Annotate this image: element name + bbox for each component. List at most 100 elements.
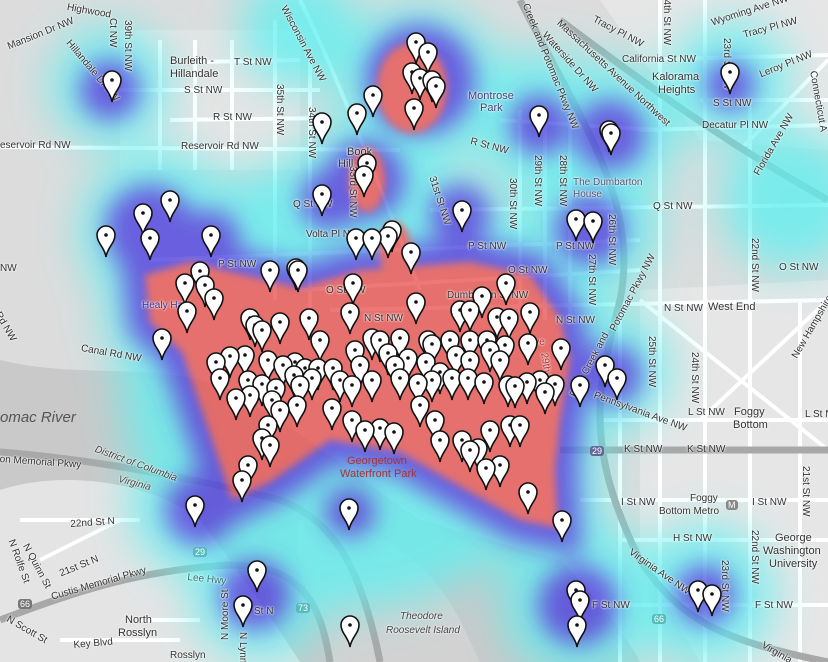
map-marker[interactable]	[341, 374, 363, 408]
map-marker[interactable]	[551, 509, 573, 543]
map-marker[interactable]	[403, 97, 425, 131]
street-label: 24th St NW	[661, 0, 672, 46]
map-pin-icon	[310, 330, 330, 363]
map-marker[interactable]	[203, 287, 225, 321]
map-marker[interactable]	[174, 272, 196, 306]
map-marker[interactable]	[95, 224, 117, 258]
map-marker[interactable]	[509, 414, 531, 448]
map-marker[interactable]	[701, 583, 723, 617]
neighborhood-label: Foggy	[734, 406, 765, 418]
heat-zone-low	[240, 0, 360, 90]
map-marker[interactable]	[528, 104, 550, 138]
map-marker[interactable]	[475, 457, 497, 491]
map-marker[interactable]	[504, 375, 526, 409]
map-marker[interactable]	[159, 189, 181, 223]
map-marker[interactable]	[479, 419, 501, 453]
map-pin-icon	[226, 388, 246, 421]
map-marker[interactable]	[354, 419, 376, 453]
map-marker[interactable]	[582, 210, 604, 244]
map-marker[interactable]	[139, 227, 161, 261]
map-marker[interactable]	[342, 272, 364, 306]
map-marker[interactable]	[534, 381, 556, 415]
map-pin-icon	[480, 420, 500, 453]
map-marker[interactable]	[101, 69, 123, 103]
map-marker[interactable]	[409, 394, 431, 428]
map-marker[interactable]	[321, 397, 343, 431]
map-marker[interactable]	[569, 374, 591, 408]
map-marker[interactable]	[176, 300, 198, 334]
map-marker[interactable]	[151, 327, 173, 361]
map-marker[interactable]	[251, 319, 273, 353]
map-marker[interactable]	[407, 372, 429, 406]
map-pin-icon	[520, 302, 540, 335]
map-marker[interactable]	[339, 614, 361, 648]
map-marker[interactable]	[311, 183, 333, 217]
map-marker[interactable]	[429, 429, 451, 463]
map-marker[interactable]	[565, 208, 587, 242]
map-marker[interactable]	[550, 337, 572, 371]
map-marker[interactable]	[209, 367, 231, 401]
map-marker[interactable]	[459, 439, 481, 473]
map-marker[interactable]	[451, 199, 473, 233]
map-marker[interactable]	[600, 122, 622, 156]
map-pin-icon	[288, 260, 308, 293]
map-marker[interactable]	[441, 367, 463, 401]
map-marker[interactable]	[232, 594, 254, 628]
map-marker[interactable]	[361, 227, 383, 261]
map-marker[interactable]	[519, 301, 541, 335]
map-marker[interactable]	[234, 344, 256, 378]
map-marker[interactable]	[377, 225, 399, 259]
map-marker[interactable]	[289, 374, 311, 408]
map-marker[interactable]	[259, 259, 281, 293]
map-marker[interactable]	[495, 272, 517, 306]
map-pin-icon	[601, 123, 621, 156]
map-marker[interactable]	[298, 307, 320, 341]
map-marker[interactable]	[566, 614, 588, 648]
map-marker[interactable]	[200, 224, 222, 258]
map-marker[interactable]	[459, 299, 481, 333]
map-marker[interactable]	[362, 84, 384, 118]
map-marker[interactable]	[606, 367, 628, 401]
map-marker[interactable]	[286, 394, 308, 428]
street-label: K St NW	[624, 444, 663, 455]
map-marker[interactable]	[309, 329, 331, 363]
map-marker[interactable]	[353, 164, 375, 198]
map-marker[interactable]	[457, 367, 479, 401]
neighborhood-label: Burleith -	[170, 55, 215, 67]
us-29-shield-icon: 29	[193, 547, 208, 557]
map-marker[interactable]	[459, 329, 481, 363]
map-marker[interactable]	[498, 307, 520, 341]
street-label: California St NW	[622, 54, 696, 65]
map-marker[interactable]	[517, 332, 539, 366]
map-marker[interactable]	[257, 349, 279, 383]
map-marker[interactable]	[361, 369, 383, 403]
map-marker[interactable]	[184, 494, 206, 528]
map-marker[interactable]	[400, 241, 422, 275]
map-marker[interactable]	[517, 481, 539, 515]
map-marker[interactable]	[246, 559, 268, 593]
map-marker[interactable]	[473, 371, 495, 405]
map-marker[interactable]	[425, 75, 447, 109]
map-marker[interactable]	[405, 291, 427, 325]
map-pin-icon	[505, 376, 525, 409]
map-marker[interactable]	[719, 61, 741, 95]
map-marker[interactable]	[339, 301, 361, 335]
map-marker[interactable]	[311, 111, 333, 145]
map-marker[interactable]	[389, 367, 411, 401]
map-marker[interactable]	[259, 434, 281, 468]
map-marker[interactable]	[489, 349, 511, 383]
map-marker[interactable]	[225, 387, 247, 421]
map-marker[interactable]	[338, 497, 360, 531]
map-marker[interactable]	[132, 202, 154, 236]
map-marker[interactable]	[346, 102, 368, 136]
map-marker[interactable]	[231, 469, 253, 503]
map-marker[interactable]	[459, 349, 481, 383]
map-marker[interactable]	[383, 421, 405, 455]
map-marker[interactable]	[424, 409, 446, 443]
map-marker[interactable]	[417, 41, 439, 75]
map-marker[interactable]	[269, 311, 291, 345]
map-marker[interactable]	[287, 259, 309, 293]
map-marker[interactable]	[569, 589, 591, 623]
map-marker[interactable]	[345, 227, 367, 261]
